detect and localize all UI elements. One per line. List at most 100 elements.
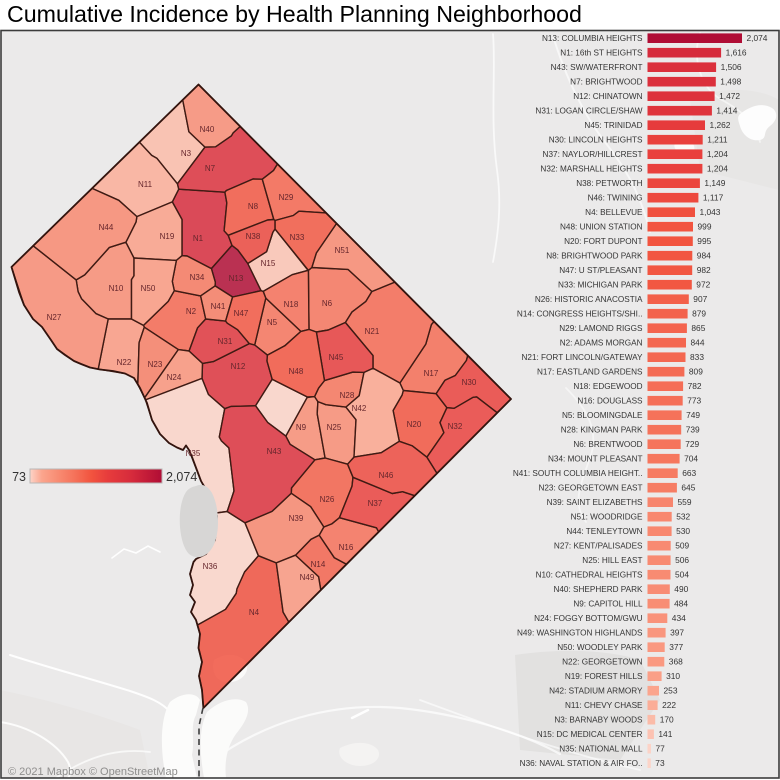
svg-text:N28: KINGMAN PARK: N28: KINGMAN PARK [561,426,643,435]
svg-text:N16: N16 [339,543,354,552]
svg-text:1,211: 1,211 [707,135,728,145]
svg-text:739: 739 [686,425,700,435]
svg-text:N17: EASTLAND GARDENS: N17: EASTLAND GARDENS [537,368,643,377]
svg-text:N3: BARNABY WOODS: N3: BARNABY WOODS [554,716,643,725]
svg-text:N15: N15 [261,259,276,268]
svg-text:N45: TRINIDAD: N45: TRINIDAD [584,121,642,130]
svg-text:1,472: 1,472 [719,91,740,101]
svg-text:397: 397 [670,628,684,638]
svg-text:972: 972 [696,280,710,290]
svg-text:N15: DC MEDICAL CENTER: N15: DC MEDICAL CENTER [537,730,643,739]
svg-text:N18: N18 [284,300,299,309]
svg-text:N36: N36 [203,562,218,571]
svg-text:504: 504 [675,570,689,580]
svg-text:809: 809 [689,367,703,377]
svg-text:N41: N41 [211,302,226,311]
svg-text:984: 984 [697,251,711,261]
svg-text:N16: DOUGLASS: N16: DOUGLASS [577,397,643,406]
svg-text:773: 773 [687,396,701,406]
svg-text:N40: N40 [200,125,215,134]
svg-text:484: 484 [674,599,688,609]
svg-text:879: 879 [692,309,706,319]
svg-text:N10: N10 [109,284,124,293]
svg-text:704: 704 [684,454,698,464]
svg-text:663: 663 [682,468,696,478]
svg-text:N33: MICHIGAN PARK: N33: MICHIGAN PARK [558,281,643,290]
svg-text:N50: N50 [141,284,156,293]
svg-text:© 2021 Mapbox © OpenStreetMap: © 2021 Mapbox © OpenStreetMap [8,766,178,778]
svg-text:N42: STADIUM ARMORY: N42: STADIUM ARMORY [549,687,643,696]
svg-text:N36: NAVAL STATION & AIR FO..: N36: NAVAL STATION & AIR FO.. [520,759,643,768]
svg-text:N2: N2 [186,307,197,316]
svg-text:N23: GEORGETOWN EAST: N23: GEORGETOWN EAST [538,484,642,493]
svg-text:N49: WASHINGTON HIGHLANDS: N49: WASHINGTON HIGHLANDS [517,629,643,638]
svg-text:N20: N20 [407,420,422,429]
svg-text:N44: N44 [99,223,114,232]
svg-text:1,204: 1,204 [707,164,728,174]
svg-text:1,414: 1,414 [716,106,737,116]
svg-text:N25: HILL EAST: N25: HILL EAST [582,556,642,565]
svg-text:N21: FORT LINCOLN/GATEWAY: N21: FORT LINCOLN/GATEWAY [521,353,643,362]
svg-text:N24: FOGGY BOTTOM/GWU: N24: FOGGY BOTTOM/GWU [534,614,643,623]
svg-text:N40: SHEPHERD PARK: N40: SHEPHERD PARK [553,585,643,594]
svg-text:506: 506 [675,555,689,565]
svg-text:N46: TWINING: N46: TWINING [588,194,643,203]
svg-text:509: 509 [675,541,689,551]
svg-text:645: 645 [681,483,695,493]
svg-text:N4: N4 [249,608,260,617]
svg-text:1,117: 1,117 [703,193,724,203]
svg-text:N48: UNION STATION: N48: UNION STATION [560,223,643,232]
svg-text:N9: CAPITOL HILL: N9: CAPITOL HILL [573,600,643,609]
svg-text:N8: BRIGHTWOOD PARK: N8: BRIGHTWOOD PARK [546,252,643,261]
svg-text:N5: N5 [267,318,278,327]
svg-text:N17: N17 [424,369,439,378]
svg-text:N31: N31 [218,337,233,346]
svg-text:N9: N9 [296,423,307,432]
svg-text:222: 222 [662,700,676,710]
svg-text:N41: SOUTH COLUMBIA HEIGHT..: N41: SOUTH COLUMBIA HEIGHT.. [513,469,643,478]
svg-text:N33: N33 [290,233,305,242]
svg-text:N35: NATIONAL MALL: N35: NATIONAL MALL [559,745,643,754]
svg-text:N34: N34 [190,273,205,282]
svg-text:N12: CHINATOWN: N12: CHINATOWN [573,92,642,101]
svg-text:N24: N24 [167,373,182,382]
svg-text:N48: N48 [289,367,304,376]
svg-text:N23: N23 [148,360,163,369]
svg-text:490: 490 [674,584,688,594]
svg-text:N5: BLOOMINGDALE: N5: BLOOMINGDALE [562,411,643,420]
svg-text:N27: KENT/PALISADES: N27: KENT/PALISADES [554,542,643,551]
svg-text:N37: N37 [368,499,383,508]
svg-text:1,043: 1,043 [700,207,721,217]
svg-text:N6: BRENTWOOD: N6: BRENTWOOD [573,440,642,449]
svg-text:N43: N43 [267,447,282,456]
svg-text:2,074: 2,074 [166,470,197,484]
svg-text:N25: N25 [327,423,342,432]
svg-text:141: 141 [658,729,672,739]
svg-text:1,506: 1,506 [721,62,742,72]
svg-text:559: 559 [678,497,692,507]
svg-text:N27: N27 [47,313,62,322]
svg-text:N22: N22 [117,358,132,367]
svg-text:999: 999 [698,222,712,232]
svg-text:N50: WOODLEY PARK: N50: WOODLEY PARK [557,643,643,652]
svg-text:907: 907 [693,294,707,304]
svg-text:170: 170 [660,715,674,725]
svg-text:N8: N8 [248,202,259,211]
svg-text:N31: LOGAN CIRCLE/SHAW: N31: LOGAN CIRCLE/SHAW [535,107,642,116]
svg-text:532: 532 [676,512,690,522]
svg-text:729: 729 [685,439,699,449]
svg-text:N7: N7 [205,164,216,173]
svg-text:310: 310 [666,671,680,681]
svg-text:N32: MARSHALL HEIGHTS: N32: MARSHALL HEIGHTS [540,165,643,174]
svg-text:N30: LINCOLN HEIGHTS: N30: LINCOLN HEIGHTS [549,136,643,145]
svg-text:N11: N11 [138,180,153,189]
svg-text:N6: N6 [322,299,333,308]
svg-text:N47: U ST/PLEASANT: N47: U ST/PLEASANT [559,266,642,275]
svg-text:N51: WOODRIDGE: N51: WOODRIDGE [571,513,643,522]
svg-text:368: 368 [669,657,683,667]
svg-text:N38: PETWORTH: N38: PETWORTH [576,179,642,188]
svg-text:N45: N45 [329,353,344,362]
svg-text:530: 530 [676,526,690,536]
svg-text:N4: BELLEVUE: N4: BELLEVUE [585,208,643,217]
svg-text:N49: N49 [300,573,315,582]
